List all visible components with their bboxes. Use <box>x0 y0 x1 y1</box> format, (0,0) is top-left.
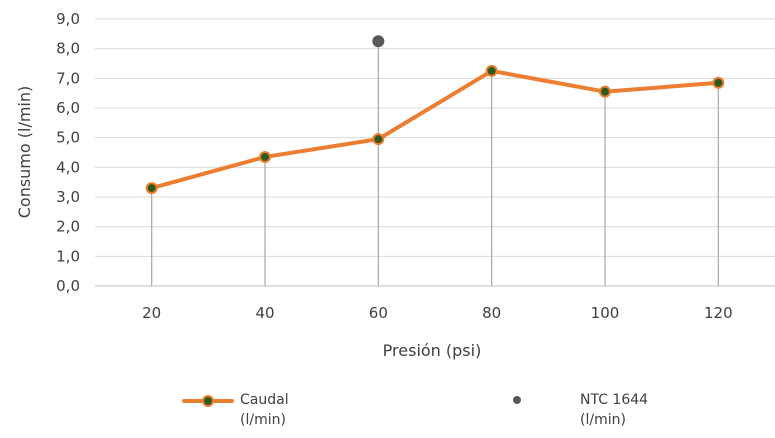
y-tick-label: 5,0 <box>56 129 80 147</box>
y-tick-label: 4,0 <box>56 158 80 176</box>
y-tick-label: 6,0 <box>56 99 80 117</box>
legend-label-caudal-line1: Caudal <box>240 392 289 408</box>
x-tick-label: 100 <box>591 304 620 322</box>
y-tick-label: 1,0 <box>56 247 80 265</box>
series-line-caudal <box>149 68 721 191</box>
x-tick-label: 20 <box>142 304 161 322</box>
y-tick-label: 0,0 <box>56 277 80 295</box>
data-point-caudal <box>145 182 158 195</box>
y-tick-label: 7,0 <box>56 69 80 87</box>
legend-item-ntc: NTC 1644 (l/min) <box>508 390 648 430</box>
drop-lines <box>151 41 719 286</box>
x-tick-label: 120 <box>704 304 733 322</box>
legend-swatch-ntc <box>508 390 564 410</box>
legend-label-ntc-line1: NTC 1644 <box>580 392 649 408</box>
legend-label-caudal-line2: (l/min) <box>240 412 286 428</box>
data-point-caudal <box>372 133 385 146</box>
y-tick-label: 2,0 <box>56 218 80 236</box>
x-axis-label: Presión (psi) <box>383 341 482 360</box>
legend-item-caudal: Caudal (l/min) <box>180 390 289 430</box>
data-point-caudal <box>259 150 271 163</box>
y-axis-label: Consumo (l/min) <box>15 86 34 219</box>
legend-label-ntc: NTC 1644 (l/min) <box>580 390 648 430</box>
x-tick-label: 60 <box>369 304 388 322</box>
x-tick-label: 80 <box>482 304 501 322</box>
y-tick-label: 8,0 <box>56 40 80 58</box>
data-point-ntc <box>372 35 385 48</box>
y-tick-labels: 0,0 1,0 2,0 3,0 4,0 5,0 6,0 7,0 8,0 9,0 <box>56 10 80 295</box>
data-point-caudal <box>485 64 498 77</box>
series-layer <box>145 35 725 195</box>
gridlines <box>95 18 775 287</box>
x-tick-labels: 20 40 60 80 100 120 <box>142 304 733 322</box>
data-point-caudal <box>712 76 725 89</box>
chart: 0,0 1,0 2,0 3,0 4,0 5,0 6,0 7,0 8,0 9,0 20 40 60 80 1… <box>15 10 775 360</box>
y-tick-label: 3,0 <box>56 188 80 206</box>
legend-swatch-caudal <box>180 390 236 410</box>
y-tick-label: 9,0 <box>56 10 80 28</box>
x-tick-label: 40 <box>255 304 274 322</box>
data-point-caudal <box>599 85 611 98</box>
legend-label-caudal: Caudal (l/min) <box>240 390 289 430</box>
legend-label-ntc-line2: (l/min) <box>580 412 626 428</box>
